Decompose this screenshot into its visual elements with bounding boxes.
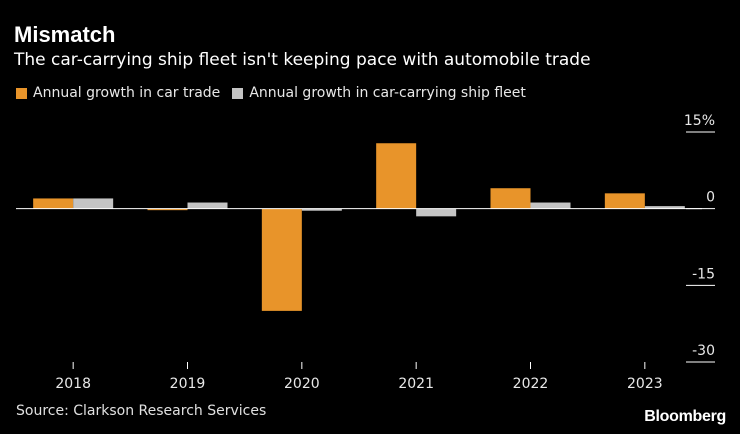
x-tick-label: 2018 bbox=[55, 376, 91, 392]
y-tick-label: 0 bbox=[706, 190, 715, 206]
legend-item-ship-fleet: Annual growth in car-carrying ship fleet bbox=[232, 85, 526, 101]
bar-ship-fleet bbox=[416, 208, 457, 217]
x-tick-label: 2023 bbox=[627, 376, 663, 392]
bar-car-trade bbox=[261, 208, 302, 311]
bar-car-trade bbox=[147, 208, 188, 211]
bar-car-trade bbox=[604, 193, 645, 209]
x-tick-label: 2019 bbox=[170, 376, 206, 392]
bar-car-trade bbox=[33, 198, 74, 209]
chart-subtitle: The car-carrying ship fleet isn't keepin… bbox=[14, 50, 591, 70]
bar-ship-fleet bbox=[644, 206, 685, 209]
bar-ship-fleet bbox=[73, 198, 114, 209]
x-tick-label: 2021 bbox=[398, 376, 434, 392]
bar-car-trade bbox=[376, 143, 417, 209]
legend-label-ship-fleet: Annual growth in car-carrying ship fleet bbox=[249, 85, 526, 101]
legend: Annual growth in car trade Annual growth… bbox=[16, 85, 538, 101]
source-note: Source: Clarkson Research Services bbox=[16, 403, 267, 419]
legend-item-car-trade: Annual growth in car trade bbox=[16, 85, 220, 101]
x-tick-label: 2020 bbox=[284, 376, 320, 392]
bloomberg-logo: Bloomberg bbox=[644, 408, 726, 425]
legend-swatch-ship-fleet bbox=[232, 87, 244, 99]
bar-ship-fleet bbox=[187, 202, 228, 209]
bar-car-trade bbox=[490, 188, 531, 209]
y-tick-label: -30 bbox=[692, 343, 715, 359]
legend-label-car-trade: Annual growth in car trade bbox=[33, 85, 221, 101]
legend-swatch-car-trade bbox=[16, 87, 27, 99]
bar-ship-fleet bbox=[301, 208, 342, 211]
x-tick-label: 2022 bbox=[513, 376, 549, 392]
chart-title: Mismatch bbox=[14, 22, 116, 47]
y-tick-label: 15% bbox=[684, 113, 715, 129]
y-tick-label: -15 bbox=[692, 266, 715, 282]
bar-ship-fleet bbox=[530, 202, 571, 209]
